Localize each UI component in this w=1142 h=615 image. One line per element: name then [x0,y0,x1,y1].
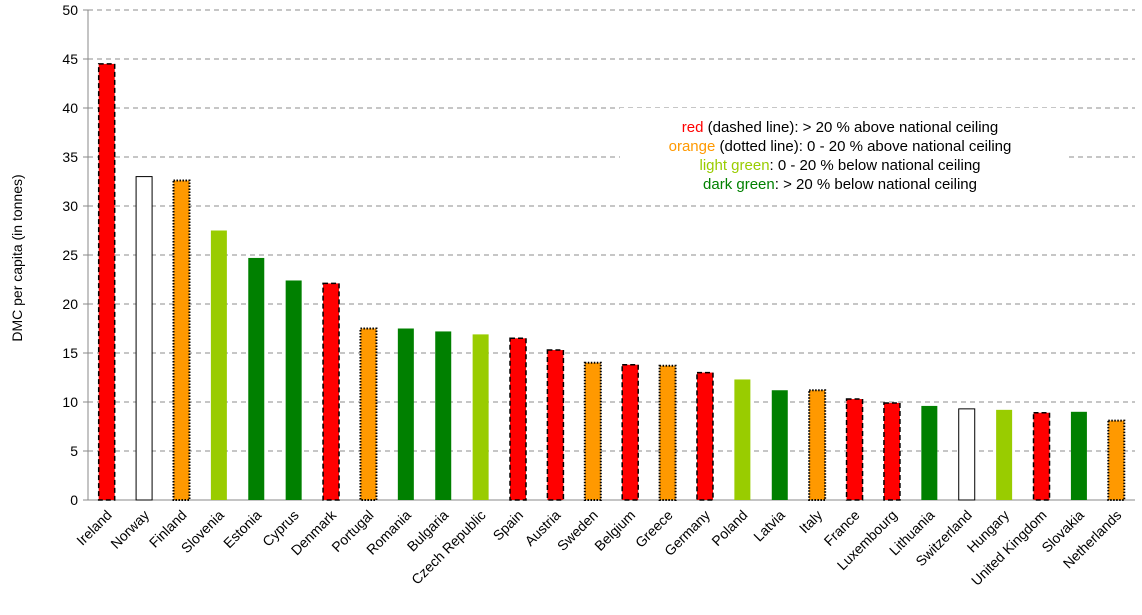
bar-greece [658,364,677,501]
legend-entry-orange: orange (dotted line): 0 - 20 % above nat… [669,138,1012,155]
legend-colored-word: light green [699,157,769,174]
legend-description: (dotted line): 0 - 20 % above national c… [715,138,1011,155]
bar-sweden [583,361,602,501]
legend-colored-word: orange [669,138,716,155]
gridlines [88,9,1135,452]
bar-latvia [771,390,788,500]
y-tick-label: 35 [62,149,78,165]
y-tick-label: 0 [70,492,78,508]
legend: red (dashed line): > 20 % above national… [620,108,1065,201]
x-category-label: Estonia [220,507,264,551]
y-tick-label: 10 [62,394,78,410]
bar-hungary [996,409,1013,500]
bar-bulgaria [435,331,452,500]
bar-denmark [322,282,340,501]
legend-description: : 0 - 20 % below national ceiling [770,157,981,174]
bar-france [845,398,864,501]
legend-colored-word: dark green [703,176,775,193]
x-category-label: Latvia [750,507,788,545]
y-tick-label: 30 [62,198,78,214]
bar-ireland [97,63,116,501]
x-category-label: Poland [708,507,750,549]
bar-germany [696,371,714,501]
y-tick-label: 45 [62,51,78,67]
bar-italy [808,389,827,501]
x-axis-category-labels: IrelandNorwayFinlandSloveniaEstoniaCypru… [73,506,1124,588]
bar-czech-republic [472,334,489,500]
y-tick-label: 5 [70,443,78,459]
bar-romania [397,328,414,500]
bar-slovakia [1070,411,1087,500]
bar-slovenia [210,230,227,500]
bar-netherlands [1107,419,1126,501]
bar-norway [135,176,153,501]
bar-finland [172,179,191,502]
bar-poland [734,379,751,500]
y-tick-label: 20 [62,296,78,312]
x-category-label: Belgium [591,507,638,554]
legend-entry-darkgreen: dark green: > 20 % below national ceilin… [703,176,977,193]
bar-spain [509,337,527,501]
legend-description: : > 20 % below national ceiling [775,176,977,193]
y-tick-label: 50 [62,2,78,18]
y-axis-ticks: 0 5 10 15 20 25 30 35 40 45 50 [62,2,88,508]
x-category-label: Italy [796,507,825,536]
y-axis-label: DMC per capita (in tonnes) [9,174,25,341]
bar-belgium [621,364,639,501]
y-tick-label: 25 [62,247,78,263]
legend-background [620,108,1065,201]
y-tick-label: 15 [62,345,78,361]
bar-portugal [359,327,378,501]
bars [97,63,1126,502]
x-category-label: Sweden [554,507,601,554]
bar-lithuania [921,405,938,500]
legend-colored-word: red [682,119,704,136]
legend-description: (dashed line): > 20 % above national cei… [703,119,998,136]
bar-switzerland [958,408,976,501]
x-category-label: Norway [107,507,152,552]
legend-entry-red: red (dashed line): > 20 % above national… [682,119,998,136]
bar-cyprus [285,280,302,500]
bar-luxembourg [883,402,901,501]
legend-entry-lightgreen: light green: 0 - 20 % below national cei… [699,157,980,174]
bar-estonia [248,257,265,500]
y-tick-label: 40 [62,100,78,116]
bar-united-kingdom [1032,412,1051,501]
bar-austria [546,349,565,501]
